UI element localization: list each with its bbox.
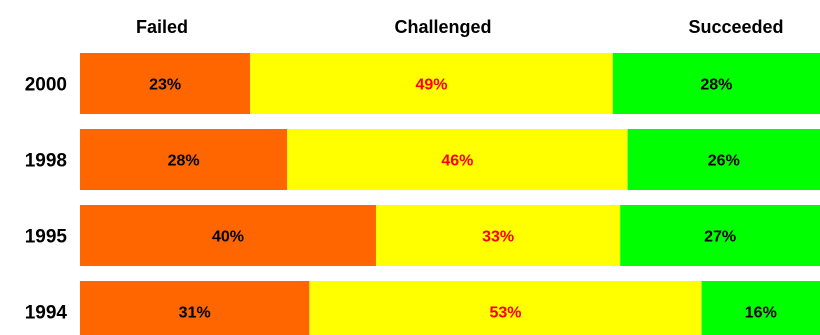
category-label-1998: 1998 xyxy=(25,151,67,172)
data-label-1995-challenged: 33% xyxy=(482,229,514,246)
bar-2000-succeeded xyxy=(612,53,820,114)
bar-1995-failed xyxy=(80,205,376,266)
bar-2000-challenged xyxy=(250,53,613,114)
bar-1998-challenged xyxy=(287,129,628,190)
category-labels: 2000 1998 1995 1994 xyxy=(25,75,68,324)
category-label-2000: 2000 xyxy=(25,75,67,96)
bar-1994-failed xyxy=(80,281,310,335)
bar-1995-challenged xyxy=(376,205,621,266)
data-label-2000-failed: 23% xyxy=(149,77,181,94)
bar-2000-failed xyxy=(80,53,251,114)
data-label-1998-succeeded: 26% xyxy=(708,153,740,170)
category-label-1994: 1994 xyxy=(25,303,68,324)
bar-1995-succeeded xyxy=(620,205,820,266)
header-failed: Failed xyxy=(136,17,188,37)
header-succeeded: Succeeded xyxy=(688,17,783,37)
bar-1994-succeeded xyxy=(701,281,820,335)
data-label-1995-failed: 40% xyxy=(212,229,244,246)
data-label-1998-failed: 28% xyxy=(168,153,200,170)
bar-1998-failed xyxy=(80,129,288,190)
series-headers: Failed Challenged Succeeded xyxy=(136,17,784,37)
data-label-1994-failed: 31% xyxy=(179,305,211,322)
bar-1998-succeeded xyxy=(627,129,820,190)
data-label-1994-challenged: 53% xyxy=(489,305,521,322)
category-label-1995: 1995 xyxy=(25,227,68,248)
data-label-1994-succeeded: 16% xyxy=(745,305,777,322)
data-label-1998-challenged: 46% xyxy=(441,153,473,170)
data-label-2000-challenged: 49% xyxy=(415,77,447,94)
data-label-1995-succeeded: 27% xyxy=(704,229,736,246)
header-challenged: Challenged xyxy=(394,17,491,37)
data-label-2000-succeeded: 28% xyxy=(700,77,732,94)
bar-1994-challenged xyxy=(309,281,702,335)
bars-group: 23% 49% 28% 28% 46% 26% 40% 33% 27% 31% 53% 16% xyxy=(80,53,820,335)
